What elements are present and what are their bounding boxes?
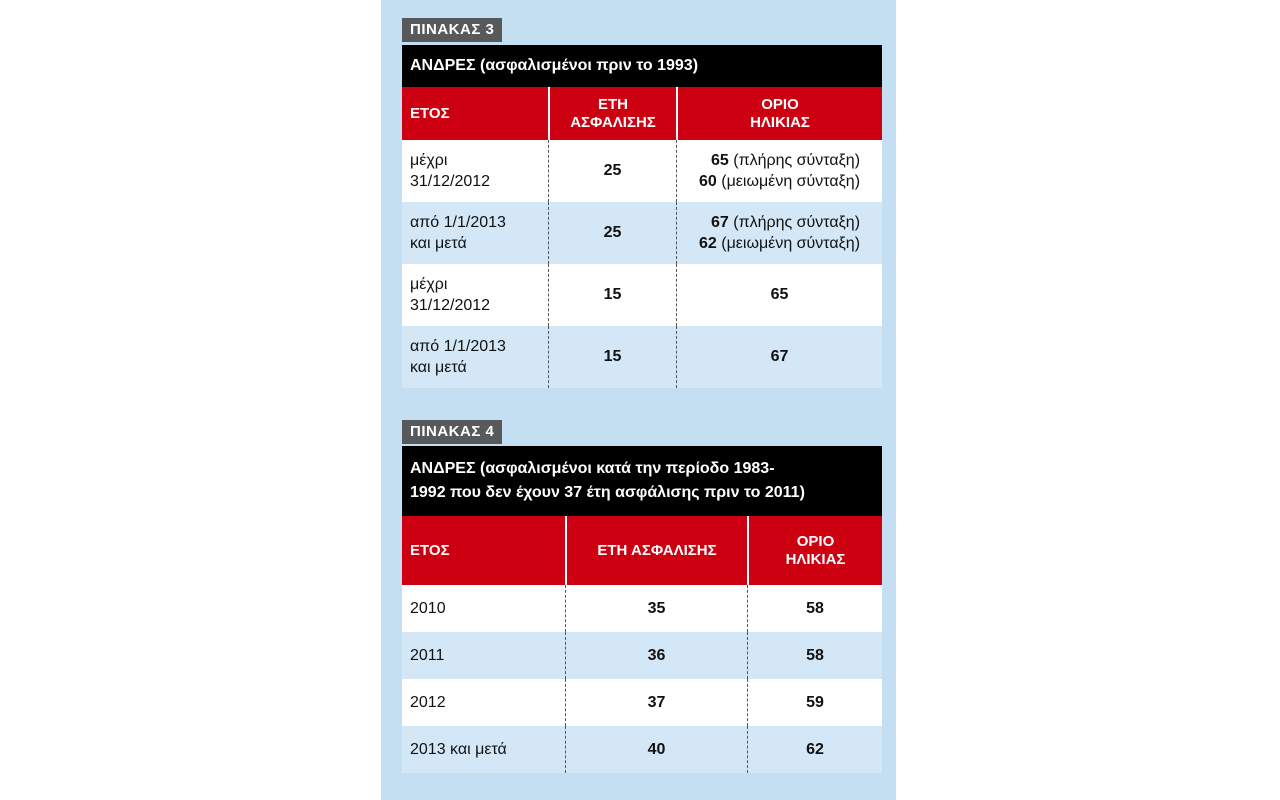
year-line: μέχρι	[410, 152, 448, 169]
table4-title-line: 1992 που δεν έχουν 37 έτη ασφάλισης πριν…	[410, 484, 805, 501]
year-line: και μετά	[410, 235, 467, 252]
age-limit-cell: 59	[747, 679, 882, 726]
table4-header-years-insured: ΕΤΗ ΑΣΦΑΛΙΣΗΣ	[565, 516, 747, 585]
pension-type: (μειωμένη σύνταξη)	[721, 235, 861, 252]
year-line: μέχρι	[410, 276, 448, 293]
table4-header-row: ΕΤΟΣ ΕΤΗ ΑΣΦΑΛΙΣΗΣ ΟΡΙΟ ΗΛΙΚΙΑΣ	[402, 516, 882, 585]
years-insured-cell: 35	[565, 585, 747, 632]
age-limit-cell: 65 (πλήρης σύνταξη) 60 (μειωμένη σύνταξη…	[676, 140, 882, 202]
pension-type: (πλήρης σύνταξη)	[733, 214, 861, 231]
table4-title-line: ΑΝΔΡΕΣ (ασφαλισμένοι κατά την περίοδο 19…	[410, 460, 775, 477]
table4-tag: ΠΙΝΑΚΑΣ 4	[402, 420, 503, 444]
table3-header-years-insured: ΕΤΗ ΑΣΦΑΛΙΣΗΣ	[548, 87, 676, 140]
table-row: 2012 37 59	[402, 679, 882, 726]
table4: ΕΤΟΣ ΕΤΗ ΑΣΦΑΛΙΣΗΣ ΟΡΙΟ ΗΛΙΚΙΑΣ 2010 35 …	[402, 516, 882, 773]
year-line: από 1/1/2013	[410, 214, 506, 231]
year-cell: 2012	[410, 693, 446, 711]
years-insured-cell: 36	[565, 632, 747, 679]
year-line: 31/12/2012	[410, 173, 491, 190]
age-value: 65	[710, 152, 729, 169]
age-limit-cell: 67	[676, 326, 882, 388]
year-cell: από 1/1/2013 και μετά	[402, 326, 548, 388]
table4-header-age-limit-label: ΟΡΙΟ ΗΛΙΚΙΑΣ	[785, 532, 846, 568]
age-limit-cell: 62	[747, 726, 882, 773]
year-line: 31/12/2012	[410, 297, 491, 314]
age-limit-cell: 67 (πλήρης σύνταξη) 62 (μειωμένη σύνταξη…	[676, 202, 882, 264]
age-value: 62	[698, 235, 717, 252]
age-line: 67 (πλήρης σύνταξη)	[711, 212, 860, 233]
table3-tag: ΠΙΝΑΚΑΣ 3	[402, 18, 503, 42]
table-row: μέχρι 31/12/2012 25 65 (πλήρης σύνταξη) 6…	[402, 140, 882, 202]
table-row: μέχρι 31/12/2012 15 65	[402, 264, 882, 326]
year-line: από 1/1/2013	[410, 338, 506, 355]
table-row: 2011 36 58	[402, 632, 882, 679]
age-value: 67	[710, 214, 729, 231]
years-insured-cell: 15	[548, 264, 676, 326]
years-insured-cell: 15	[548, 326, 676, 388]
pension-type: (μειωμένη σύνταξη)	[721, 173, 861, 190]
year-cell: 2010	[410, 599, 446, 617]
age-limit-cell: 58	[747, 632, 882, 679]
table-row: από 1/1/2013 και μετά 15 67	[402, 326, 882, 388]
year-line: και μετά	[410, 359, 467, 376]
age-line: 65 (πλήρης σύνταξη)	[711, 150, 860, 171]
age-limit-cell: 65	[676, 264, 882, 326]
years-insured-cell: 40	[565, 726, 747, 773]
table-row: 2010 35 58	[402, 585, 882, 632]
year-cell: μέχρι 31/12/2012	[402, 264, 548, 326]
years-insured-cell: 25	[548, 202, 676, 264]
years-insured-cell: 37	[565, 679, 747, 726]
age-value: 60	[698, 173, 717, 190]
table3-header-age-limit: ΟΡΙΟ ΗΛΙΚΙΑΣ	[676, 87, 882, 140]
year-cell: 2013 και μετά	[410, 740, 507, 758]
age-limit-cell: 58	[747, 585, 882, 632]
year-cell: 2011	[410, 646, 445, 664]
table4-header-year: ΕΤΟΣ	[410, 542, 450, 559]
table3-header-year: ΕΤΟΣ	[410, 105, 450, 122]
table3-title: ΑΝΔΡΕΣ (ασφαλισμένοι πριν το 1993)	[402, 45, 882, 87]
table3: ΕΤΟΣ ΕΤΗ ΑΣΦΑΛΙΣΗΣ ΟΡΙΟ ΗΛΙΚΙΑΣ μέχρι 31/…	[402, 87, 882, 388]
table3-header-row: ΕΤΟΣ ΕΤΗ ΑΣΦΑΛΙΣΗΣ ΟΡΙΟ ΗΛΙΚΙΑΣ	[402, 87, 882, 140]
age-line: 62 (μειωμένη σύνταξη)	[699, 233, 860, 254]
years-insured-cell: 25	[548, 140, 676, 202]
year-cell: μέχρι 31/12/2012	[402, 140, 548, 202]
table3-header-age-limit-label: ΟΡΙΟ ΗΛΙΚΙΑΣ	[750, 95, 810, 131]
age-line: 60 (μειωμένη σύνταξη)	[699, 171, 860, 192]
table4-title: ΑΝΔΡΕΣ (ασφαλισμένοι κατά την περίοδο 19…	[402, 446, 882, 516]
table4-header-age-limit: ΟΡΙΟ ΗΛΙΚΙΑΣ	[747, 516, 882, 585]
table3-header-years-insured-label: ΕΤΗ ΑΣΦΑΛΙΣΗΣ	[570, 95, 656, 131]
table-row: από 1/1/2013 και μετά 25 67 (πλήρης σύντα…	[402, 202, 882, 264]
year-cell: από 1/1/2013 και μετά	[402, 202, 548, 264]
table-row: 2013 και μετά 40 62	[402, 726, 882, 773]
pension-type: (πλήρης σύνταξη)	[733, 152, 861, 169]
